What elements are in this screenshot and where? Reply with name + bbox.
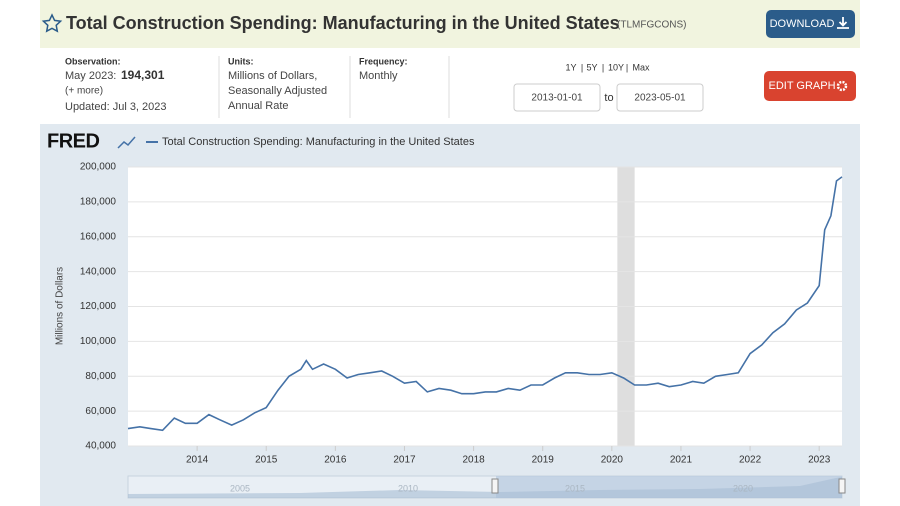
observation-label: Observation: (65, 56, 121, 66)
y-tick-label: 60,000 (85, 406, 116, 417)
units-label: Units: (228, 56, 254, 66)
page-title: Total Construction Spending: Manufacturi… (66, 13, 620, 33)
favorite-star[interactable] (41, 13, 63, 33)
y-tick-label: 40,000 (85, 441, 116, 452)
y-tick-label: 160,000 (80, 231, 117, 242)
download-label: DOWNLOAD (770, 18, 835, 30)
navigator-handle[interactable] (838, 478, 846, 494)
header-band (40, 0, 860, 48)
start-date: 2013-01-01 (531, 93, 583, 104)
series-id: (TLMFGCONS) (617, 20, 686, 31)
updated: Updated: Jul 3, 2023 (65, 101, 167, 113)
frequency-label: Frequency: (359, 56, 408, 66)
x-tick-label: 2015 (255, 455, 278, 466)
frequency: Monthly (359, 70, 398, 82)
x-tick-label: 2023 (808, 455, 831, 466)
x-tick-label: 2016 (324, 455, 347, 466)
y-tick-label: 120,000 (80, 301, 117, 312)
units-line: Annual Rate (228, 100, 289, 112)
gear-icon (836, 80, 848, 92)
legend-label: Total Construction Spending: Manufacturi… (162, 136, 475, 148)
more-link[interactable]: (+ more) (65, 86, 103, 97)
navigator-handle[interactable] (491, 478, 499, 494)
edit-graph-label: EDIT GRAPH (768, 80, 835, 92)
end-date-input[interactable] (616, 83, 704, 112)
observation-value: 194,301 (121, 68, 165, 82)
navigator-label: 2015 (565, 483, 585, 493)
x-tick-label: 2020 (601, 455, 624, 466)
units-line: Millions of Dollars, (228, 70, 317, 82)
y-tick-label: 200,000 (80, 162, 117, 173)
range-button[interactable]: Max (632, 62, 650, 72)
logo-icon (117, 136, 136, 149)
range-button[interactable]: 10Y (608, 62, 624, 72)
series-line (127, 176, 843, 432)
end-date: 2023-05-01 (634, 93, 686, 104)
x-tick-label: 2022 (739, 455, 762, 466)
range-button[interactable]: 1Y (565, 62, 576, 72)
start-date-input[interactable] (513, 83, 601, 112)
y-tick-label: 100,000 (80, 336, 117, 347)
x-tick-label: 2021 (670, 455, 693, 466)
observation-date: May 2023: (65, 70, 116, 82)
to-label: to (604, 92, 613, 104)
x-tick-label: 2014 (186, 455, 209, 466)
y-tick-label: 80,000 (85, 371, 116, 382)
navigator-series (128, 477, 842, 498)
range-separator: | (602, 62, 604, 72)
navigator-label: 2010 (398, 483, 418, 493)
edit-graph-button[interactable] (764, 71, 856, 101)
range-separator: | (626, 62, 628, 72)
range-separator: | (581, 62, 583, 72)
navigator-label: 2005 (230, 483, 250, 493)
range-button[interactable]: 5Y (586, 62, 597, 72)
navigator-label: 2020 (733, 483, 753, 493)
plot (127, 166, 843, 447)
fred-logo: FRED (47, 130, 100, 152)
units-line: Seasonally Adjusted (228, 85, 327, 97)
x-tick-label: 2017 (393, 455, 416, 466)
x-tick-label: 2019 (532, 455, 555, 466)
download-icon (837, 17, 849, 29)
download-button[interactable] (766, 10, 855, 38)
y-axis-label: Millions of Dollars (55, 267, 66, 345)
y-tick-label: 180,000 (80, 197, 117, 208)
x-tick-label: 2018 (462, 455, 485, 466)
y-tick-label: 140,000 (80, 266, 117, 277)
